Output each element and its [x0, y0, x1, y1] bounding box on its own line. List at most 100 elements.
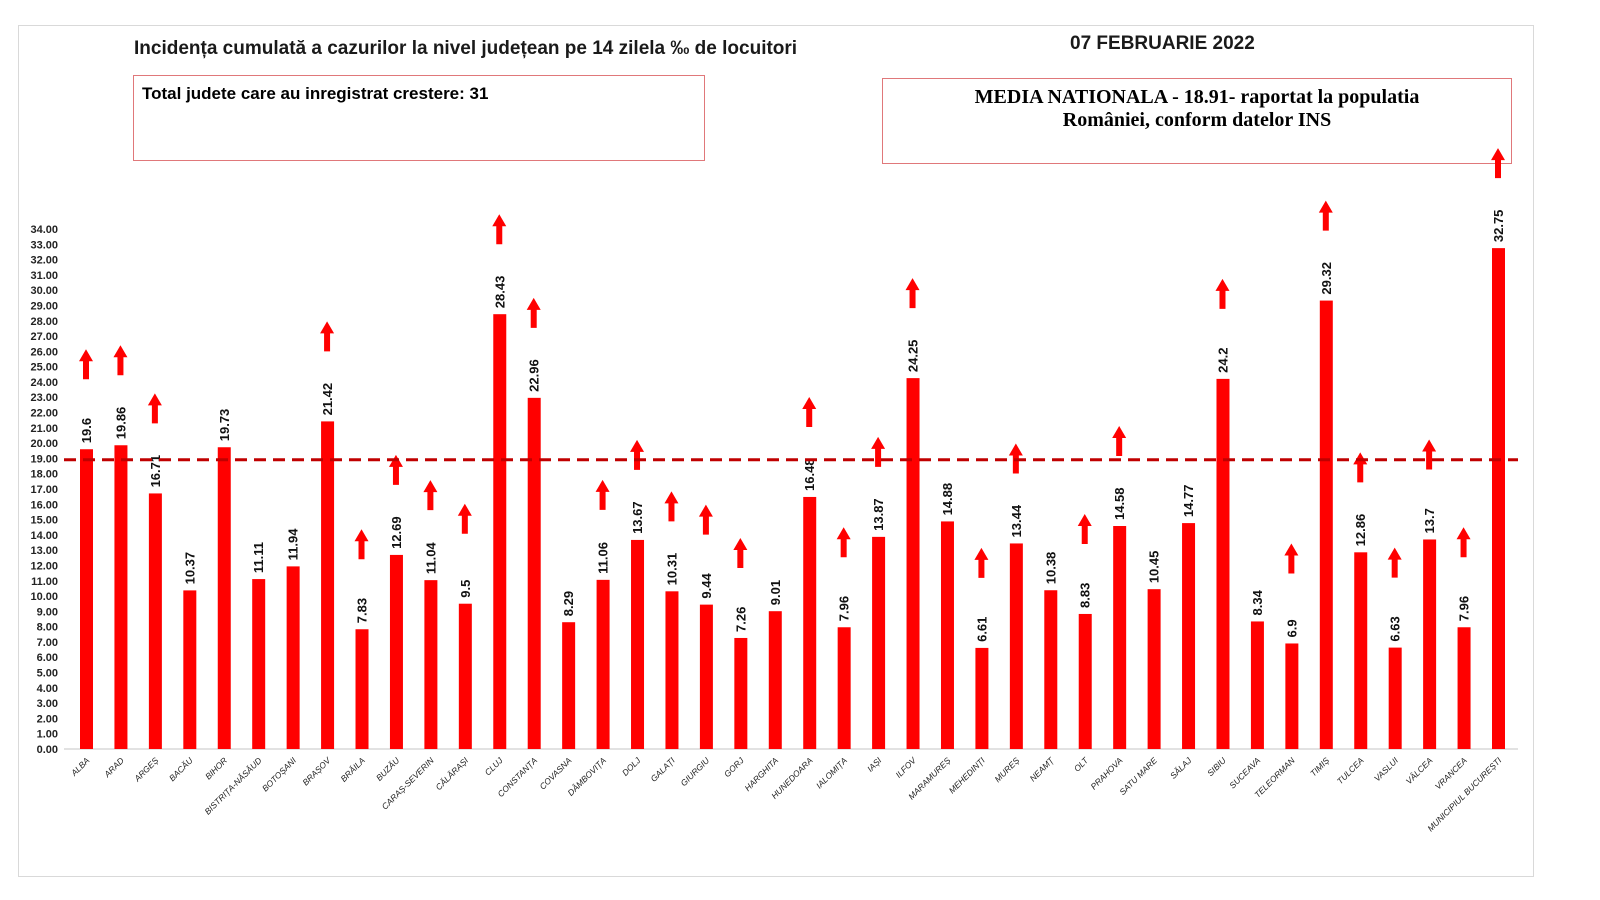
y-tick-label: 0.00: [37, 744, 58, 756]
increase-arrow-icon: [664, 491, 679, 522]
category-label: GALAȚI: [648, 755, 677, 784]
bar-vrancea: [1457, 627, 1471, 749]
value-label: 6.61: [974, 617, 989, 642]
bar-iași: [872, 536, 886, 749]
value-label: 16.48: [802, 458, 817, 491]
bar-sălaj: [1182, 523, 1196, 749]
value-label: 24.25: [906, 340, 921, 373]
y-tick-label: 10.00: [30, 591, 58, 603]
category-label: SIBIU: [1205, 755, 1228, 778]
bar-olt: [1078, 613, 1092, 749]
bar-prahova: [1113, 526, 1127, 749]
value-label: 7.96: [837, 596, 852, 621]
value-label: 14.58: [1112, 487, 1127, 520]
category-label: VRANCEA: [1433, 755, 1469, 791]
category-label: IALOMIȚA: [814, 755, 849, 790]
increase-arrow-icon: [1284, 543, 1299, 574]
category-label: IAȘI: [865, 755, 884, 774]
increase-arrow-icon: [79, 349, 93, 380]
value-label: 10.31: [664, 553, 679, 586]
value-label: 9.5: [458, 580, 473, 598]
y-tick-label: 14.00: [30, 530, 58, 542]
increase-arrow-icon: [974, 547, 989, 578]
increase-arrow-icon: [423, 480, 438, 511]
bar-teleorman: [1285, 643, 1299, 749]
y-tick-label: 13.00: [30, 545, 58, 557]
increase-arrow-icon: [905, 278, 920, 309]
value-label: 13.87: [871, 498, 886, 531]
value-label: 11.11: [251, 542, 266, 573]
category-label: OLT: [1072, 755, 1091, 774]
bar-neamț: [1044, 590, 1058, 749]
value-label: 12.86: [1353, 514, 1368, 547]
y-tick-label: 9.00: [37, 606, 58, 618]
increase-arrow-icon: [1491, 148, 1505, 179]
y-tick-label: 16.00: [30, 499, 58, 511]
y-tick-label: 23.00: [30, 392, 58, 404]
category-label: SUCEAVA: [1227, 755, 1262, 790]
y-tick-label: 28.00: [30, 316, 58, 328]
bar-tulcea: [1354, 552, 1368, 749]
y-tick-label: 1.00: [37, 729, 58, 741]
bar-brăila: [355, 629, 369, 749]
bar-harghita: [768, 611, 782, 749]
bar-mehedinți: [975, 647, 989, 749]
increase-arrow-icon: [871, 436, 886, 467]
bar-constanța: [527, 397, 541, 749]
y-tick-label: 24.00: [30, 377, 58, 389]
bar-brașov: [321, 421, 335, 749]
bar-dolj: [631, 539, 645, 749]
value-label: 9.44: [699, 573, 714, 599]
y-tick-label: 15.00: [30, 515, 58, 527]
category-label: BOTOȘANI: [260, 755, 298, 793]
increase-arrow-icon: [457, 503, 472, 534]
bar-satu-mare: [1147, 589, 1161, 749]
increase-count-box: Total judete care au inregistrat crester…: [133, 75, 705, 161]
category-label: COVASNA: [537, 755, 573, 791]
y-tick-label: 8.00: [37, 622, 58, 634]
national-average-box: MEDIA NATIONALA - 18.91- raportat la pop…: [882, 78, 1512, 164]
value-label: 12.69: [389, 516, 404, 549]
chart-title: Incidența cumulată a cazurilor la nivel …: [134, 38, 798, 59]
increase-arrow-icon: [733, 537, 748, 568]
y-tick-label: 7.00: [37, 637, 58, 649]
value-label: 14.77: [1181, 485, 1196, 518]
value-label: 24.2: [1215, 348, 1230, 373]
category-label: ILFOV: [894, 754, 919, 779]
increase-arrow-icon: [1353, 452, 1368, 483]
value-label: 7.26: [733, 607, 748, 632]
increase-arrow-icon: [1215, 278, 1230, 309]
value-label: 16.71: [148, 455, 163, 488]
value-label: 28.43: [492, 276, 507, 309]
value-label: 6.63: [1388, 616, 1403, 641]
increase-arrow-icon: [1077, 513, 1092, 544]
bar-vâlcea: [1423, 539, 1437, 749]
bar-hunedoara: [803, 496, 817, 749]
chart-frame: [18, 25, 1534, 877]
bar-ilfov: [906, 378, 920, 749]
bar-sibiu: [1216, 378, 1230, 749]
increase-arrow-icon: [354, 529, 369, 560]
y-tick-label: 4.00: [37, 683, 58, 695]
y-tick-label: 27.00: [30, 331, 58, 343]
y-tick-label: 25.00: [30, 362, 58, 374]
increase-arrow-icon: [698, 504, 713, 535]
category-label: BUZĂU: [374, 755, 402, 783]
increase-arrow-icon: [630, 439, 645, 470]
y-tick-label: 21.00: [30, 423, 58, 435]
value-label: 11.94: [286, 528, 301, 561]
increase-count-text: Total judete care au inregistrat crester…: [142, 84, 489, 103]
bar-botoșani: [286, 566, 300, 749]
y-tick-label: 20.00: [30, 438, 58, 450]
bar-ialomița: [837, 627, 851, 749]
bar-covasna: [562, 622, 576, 749]
bar-mureș: [1009, 543, 1023, 749]
category-label: ARAD: [101, 755, 125, 779]
value-label: 19.73: [217, 409, 232, 442]
value-label: 29.32: [1319, 262, 1334, 295]
category-label: MUREȘ: [992, 755, 1021, 784]
y-tick-label: 30.00: [30, 285, 58, 297]
value-label: 7.96: [1457, 596, 1472, 621]
y-tick-label: 11.00: [31, 576, 58, 588]
category-label: PRAHOVA: [1088, 755, 1124, 791]
